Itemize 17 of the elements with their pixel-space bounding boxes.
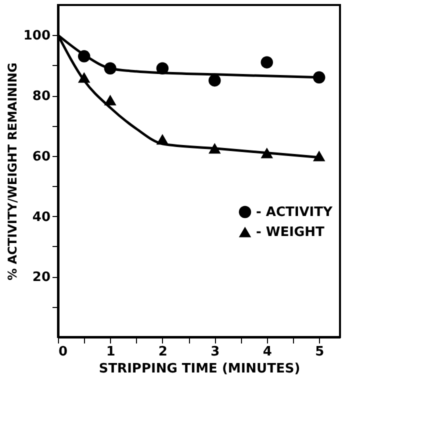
y-tick-label: 20: [32, 270, 50, 286]
legend-label: - ACTIVITY: [256, 205, 333, 220]
x-axis-title: STRIPPING TIME (MINUTES): [98, 362, 300, 376]
point: [260, 56, 274, 68]
y-tick-label: 100: [23, 28, 50, 44]
y-tick-label: 80: [32, 89, 50, 104]
y-tick-label: 60: [32, 149, 50, 164]
x-tick-label: 1: [106, 344, 116, 360]
x-tick-label: 0: [58, 344, 68, 360]
x-tick-label: 3: [210, 344, 220, 360]
legend-label: - WEIGHT: [256, 225, 325, 240]
x-tick-label: 5: [315, 344, 324, 360]
x-tick-label: 2: [158, 344, 168, 360]
x-tick-label: 4: [262, 344, 272, 360]
y-tick-label: 40: [32, 210, 50, 225]
y-axis-title: % ACTIVITY/WEIGHT REMAINING: [5, 62, 20, 280]
point: [208, 74, 221, 87]
